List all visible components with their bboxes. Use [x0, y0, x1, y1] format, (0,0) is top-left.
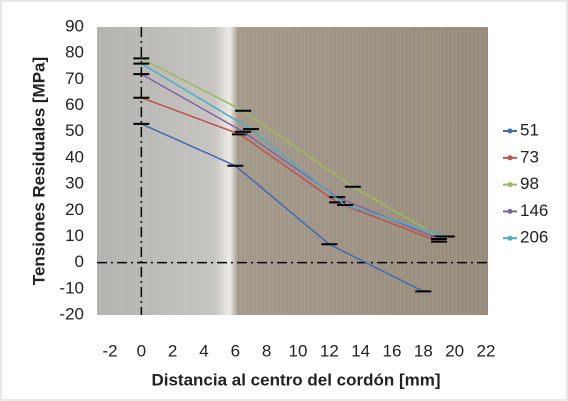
legend-marker — [507, 155, 513, 161]
x-tick-label: 8 — [262, 341, 271, 360]
x-tick-label: 14 — [351, 341, 370, 360]
legend-marker — [507, 235, 513, 241]
series-line — [141, 96, 440, 243]
y-tick-label: 20 — [65, 200, 84, 219]
legend-label: 51 — [520, 120, 539, 139]
x-tick-label: 2 — [168, 341, 177, 360]
y-tick-label: 80 — [65, 43, 84, 62]
legend-label: 73 — [520, 147, 539, 166]
legend-label: 206 — [520, 228, 548, 247]
x-axis-title: Distancia al centro del cordón [mm] — [151, 370, 440, 389]
y-axis-title: Tensiones Residuales [MPa] — [29, 57, 48, 285]
y-tick-label: 30 — [65, 174, 84, 193]
x-tick-label: 10 — [289, 341, 308, 360]
legend-marker — [507, 182, 513, 188]
x-tick-label: 16 — [383, 341, 402, 360]
x-tick-label: 22 — [477, 341, 496, 360]
legend-label: 146 — [520, 201, 548, 220]
legend-label: 98 — [520, 174, 539, 193]
y-tick-label: -20 — [59, 304, 84, 323]
y-tick-label: 40 — [65, 147, 84, 166]
series-line — [141, 123, 424, 293]
y-tick-label: 50 — [65, 121, 84, 140]
legend-marker — [507, 208, 513, 214]
x-tick-label: 18 — [414, 341, 433, 360]
x-tick-label: -2 — [102, 341, 117, 360]
x-tick-label: 20 — [445, 341, 464, 360]
y-tick-label: 70 — [65, 69, 84, 88]
y-tick-label: 0 — [75, 252, 84, 271]
series-line — [140, 63, 448, 238]
x-tick-label: 4 — [199, 341, 208, 360]
y-tick-label: -10 — [59, 278, 84, 297]
legend-marker — [507, 128, 513, 134]
series-line — [140, 57, 440, 238]
y-tick-label: 60 — [65, 95, 84, 114]
x-tick-label: 0 — [137, 341, 146, 360]
x-tick-label: 12 — [320, 341, 339, 360]
y-tick-label: 90 — [65, 16, 84, 35]
x-tick-label: 6 — [231, 341, 240, 360]
y-tick-label: 10 — [65, 226, 84, 245]
